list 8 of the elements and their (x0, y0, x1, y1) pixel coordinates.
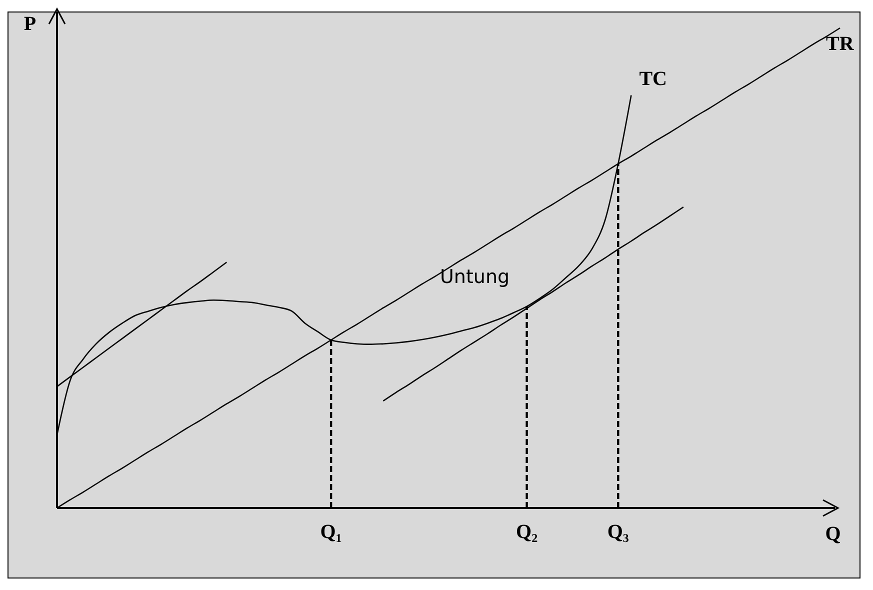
x-axis-title: Q (825, 523, 841, 545)
x-tick-label: Q₂ (516, 521, 538, 543)
x-tick-label: Q₃ (607, 521, 629, 543)
annotation: Untung (440, 266, 510, 288)
series-label: TC (639, 68, 667, 90)
x-tick-label: Q₁ (320, 521, 342, 543)
series-label: TR (826, 33, 854, 55)
y-axis-title: P (24, 13, 36, 35)
